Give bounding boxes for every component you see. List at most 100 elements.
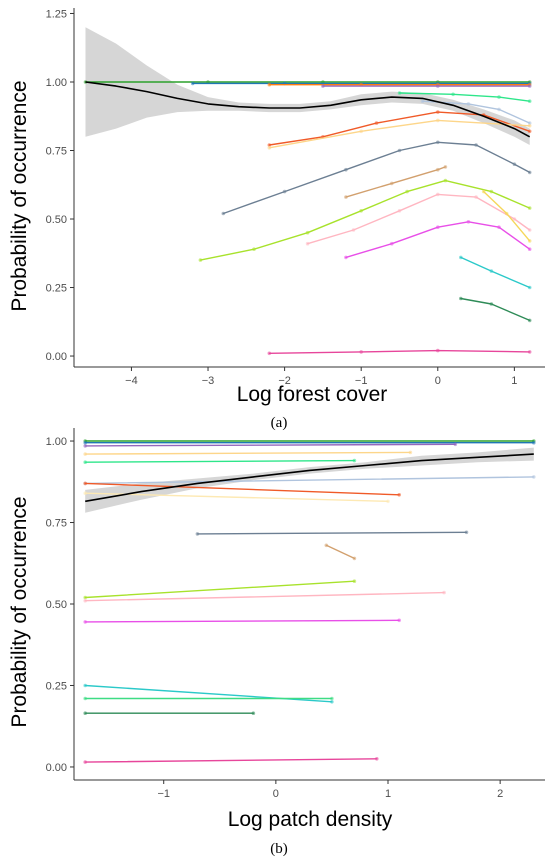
panel-a-y-tick-label: 0.00 xyxy=(46,351,67,363)
panel-a-series-point xyxy=(443,165,448,169)
panel-a-series-point xyxy=(267,146,272,150)
panel-a-series-point xyxy=(466,220,471,224)
panel-a-trend-line xyxy=(85,81,531,138)
panel-b-y-tick-label: 0.00 xyxy=(46,762,67,774)
panel-a-series-line-4 xyxy=(398,92,531,102)
panel-a-series-point xyxy=(351,228,356,232)
panel-b-confidence-band xyxy=(85,447,534,513)
panel-a-series-point xyxy=(527,350,532,354)
panel-b-series-line-2 xyxy=(84,443,456,447)
panel-b-series-point xyxy=(83,595,87,600)
panel-a-series-point xyxy=(344,167,348,172)
panel-a-series-point xyxy=(359,209,364,213)
panel-b-series-point xyxy=(352,579,357,583)
panel-b-series-point xyxy=(532,475,536,479)
panel-b-series-point xyxy=(324,543,329,548)
panel-a-series-point xyxy=(397,91,402,95)
panel-a-series-point xyxy=(397,148,402,153)
panel-a-x-tick-label: −3 xyxy=(202,375,215,387)
panel-a-series-line-7 xyxy=(268,119,531,149)
panel-a-series-point xyxy=(527,247,532,251)
panel-b-series-point xyxy=(251,711,256,715)
panel-b-series-point xyxy=(83,620,87,624)
panel-a-y-tick-label: 0.25 xyxy=(46,283,67,295)
panel-b-series-point xyxy=(83,440,87,445)
panel-a-series-point xyxy=(527,318,532,323)
panel-a-series-point xyxy=(527,129,532,134)
panel-a-series-point xyxy=(489,269,494,273)
panel-a-series-point xyxy=(527,124,532,128)
panel-b-series-line-9 xyxy=(325,544,356,560)
panel-a-series-line-5 xyxy=(421,100,531,124)
panel-a-series-point xyxy=(527,170,532,175)
panel-a-x-tick-label: 0 xyxy=(435,375,441,387)
panel-b-series-point xyxy=(352,556,357,561)
panel-a-series-point xyxy=(451,92,455,97)
panel-b-y-axis-title: Probability of occurrence xyxy=(8,496,31,727)
panel-a-series-point xyxy=(527,206,532,210)
panel-b-series-line-8 xyxy=(196,531,468,535)
panel-b-trend-line xyxy=(85,453,534,503)
panel-a-series-point xyxy=(359,350,364,354)
panel-b-series-point xyxy=(83,598,87,603)
panel-b-series-point xyxy=(386,499,390,504)
panel-a-confidence-band xyxy=(85,27,530,146)
panel-a-series-point xyxy=(436,118,440,123)
panel-a-series-point xyxy=(267,82,272,87)
panel-b-series-line-12 xyxy=(84,619,400,623)
panel-a-series-point xyxy=(527,84,532,88)
panel-b-series-point xyxy=(83,444,87,448)
panel-a-series-point xyxy=(267,351,272,356)
panel-a-series-point xyxy=(459,255,463,260)
panel-a-series-point xyxy=(221,211,226,216)
panel-b-series-point xyxy=(453,442,458,447)
panel-a-series-point xyxy=(397,209,402,213)
panel-a-series-point xyxy=(344,195,348,199)
panel-b-ci-band xyxy=(85,447,534,513)
panel-b-x-tick-label: 0 xyxy=(273,788,279,800)
panel-b: 0.00 0.25 0.50 0.75 1.00 −1 0 1 2 Probability of… xyxy=(8,428,545,857)
panel-b-series-point xyxy=(352,458,357,463)
panel-a-series-point xyxy=(436,84,440,88)
panel-a-x-axis-title: Log forest cover xyxy=(237,383,388,406)
panel-a-series-point xyxy=(420,99,425,103)
panel-a-series-point xyxy=(436,348,440,353)
panel-b-x-tick-label: 2 xyxy=(497,788,503,800)
panel-b-series-line-6 xyxy=(84,482,400,496)
panel-a-series-point xyxy=(436,192,440,197)
panel-a-series-point xyxy=(405,189,409,194)
panel-b-series-line-10 xyxy=(84,580,356,599)
panel-a-series-point xyxy=(481,189,486,194)
panel-b-series-line-5 xyxy=(84,476,535,485)
panel-a-y-axis-title: Probability of occurrence xyxy=(8,80,31,311)
panel-a-series-point xyxy=(374,121,379,125)
panel-b-label: (b) xyxy=(270,841,288,857)
panel-a-series-point xyxy=(436,140,440,145)
panel-a-series-point xyxy=(436,110,440,114)
panel-a-series-point xyxy=(497,95,501,99)
panel-b-series-point xyxy=(195,532,200,536)
panel-a-series-point xyxy=(390,181,394,186)
panel-a-series-point xyxy=(344,255,348,260)
panel-a-series-point xyxy=(474,143,478,147)
panel-a-series-point xyxy=(198,258,203,262)
panel-a-series-point xyxy=(504,211,509,216)
panel-b-trend-group xyxy=(85,453,534,503)
panel-b-axes: 0.00 0.25 0.50 0.75 1.00 −1 0 1 2 xyxy=(46,428,545,800)
panel-a-series-point xyxy=(252,247,256,251)
panel-a-series-point xyxy=(527,228,532,232)
panel-a-ci-band xyxy=(85,27,530,146)
panel-b-series-point xyxy=(397,618,402,623)
panel-a-series-point xyxy=(497,107,501,112)
panel-a-axes: 0.00 0.25 0.50 0.75 1.00 1.25 −4 −3 −2 −1 0 1 xyxy=(46,8,545,387)
panel-a-series-point xyxy=(443,178,448,183)
panel-a-label: (a) xyxy=(271,415,288,431)
panel-a-series-point xyxy=(321,84,325,88)
panel-b-x-tick-label: 1 xyxy=(385,788,391,800)
panel-b-series-point xyxy=(532,440,536,445)
panel-b-series-point xyxy=(83,683,87,688)
panel-a-series-point xyxy=(267,143,272,147)
panel-a-series-point xyxy=(474,195,478,199)
panel-b-series-point xyxy=(464,530,469,535)
panel-a-x-tick-label: −4 xyxy=(125,375,138,387)
